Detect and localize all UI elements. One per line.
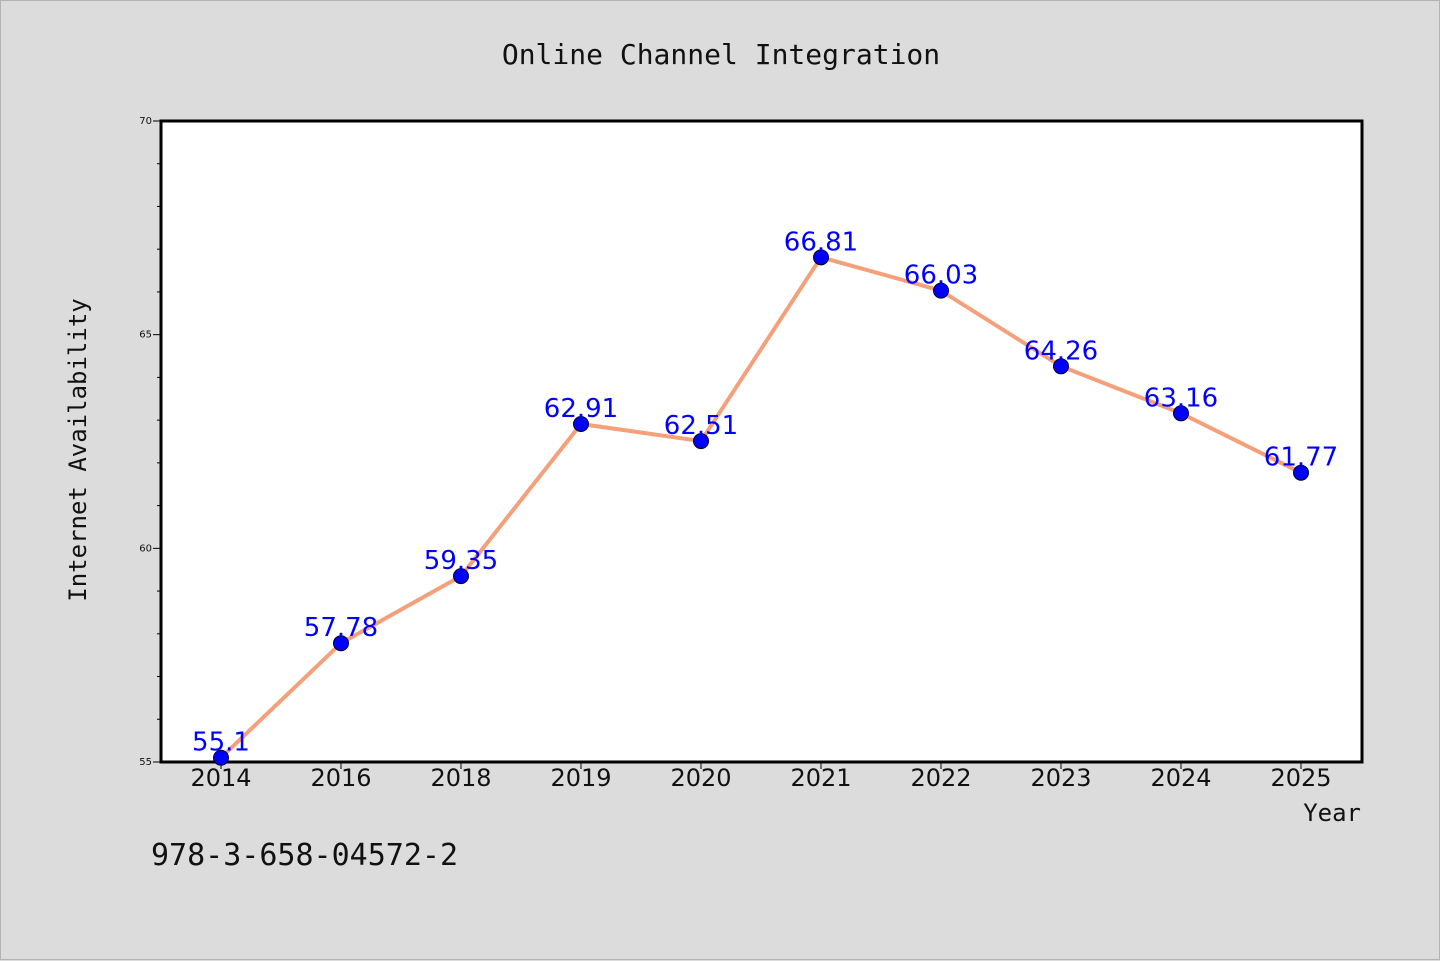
y-tick-label: 55 xyxy=(139,757,152,768)
y-tick-label: 60 xyxy=(139,543,152,554)
x-tick-label: 2022 xyxy=(910,764,971,792)
x-axis: 2014 2016 2018 2019 2020 2021 2022 2023 2024 2025 xyxy=(190,762,1332,792)
series-group: 55.1 57.78 59.35 62.91 62.51 66.81 66.03 64.26 6… xyxy=(192,227,1338,766)
data-point xyxy=(573,415,589,432)
y-tick-label: 65 xyxy=(139,330,152,341)
series-line xyxy=(219,255,1303,760)
data-point xyxy=(1293,464,1309,481)
data-point xyxy=(453,568,469,585)
y-axis: 55 60 65 70 xyxy=(139,116,161,768)
x-tick-label: 2014 xyxy=(190,764,251,792)
x-tick-label: 2023 xyxy=(1030,764,1091,792)
data-label: 63.16 xyxy=(1144,383,1218,413)
data-label: 62.91 xyxy=(544,394,618,424)
y-tick-label: 70 xyxy=(139,116,152,127)
x-tick-label: 2019 xyxy=(550,764,611,792)
data-point xyxy=(1053,358,1069,375)
plot-area xyxy=(159,119,1364,764)
data-label: 55.1 xyxy=(192,728,250,758)
x-tick-label: 2025 xyxy=(1270,764,1331,792)
footer-isbn: 978-3-658-04572-2 xyxy=(151,838,458,873)
data-label: 62.51 xyxy=(664,411,738,441)
data-point xyxy=(333,635,349,652)
data-point xyxy=(933,282,949,299)
x-axis-label: Year xyxy=(1303,799,1361,827)
data-label: 57.78 xyxy=(304,613,378,643)
x-tick-label: 2021 xyxy=(790,764,851,792)
x-tick-label: 2024 xyxy=(1150,764,1211,792)
data-label: 66.03 xyxy=(904,261,978,291)
data-label: 59.35 xyxy=(424,546,498,576)
data-label: 64.26 xyxy=(1024,336,1098,366)
x-tick-label: 2016 xyxy=(310,764,371,792)
data-label: 66.81 xyxy=(784,227,858,257)
chart-title: Online Channel Integration xyxy=(502,38,940,71)
y-axis-label: Internet Availability xyxy=(64,298,92,601)
x-tick-label: 2020 xyxy=(670,764,731,792)
data-point xyxy=(813,249,829,266)
x-tick-label: 2018 xyxy=(430,764,491,792)
data-label: 61.77 xyxy=(1264,443,1338,473)
data-point xyxy=(1173,405,1189,422)
data-point xyxy=(213,749,229,766)
data-point xyxy=(693,433,709,450)
